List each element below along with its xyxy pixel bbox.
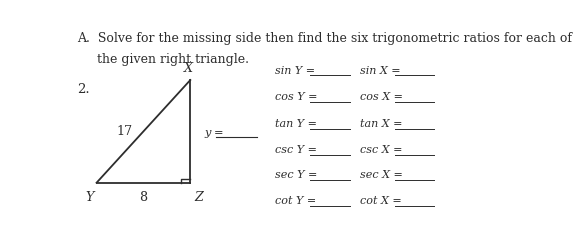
Text: X: X bbox=[184, 62, 192, 75]
Text: Y: Y bbox=[86, 191, 94, 204]
Text: sec Y =: sec Y = bbox=[275, 170, 317, 180]
Text: sin Y =: sin Y = bbox=[275, 65, 315, 76]
Text: cos Y =: cos Y = bbox=[275, 92, 317, 102]
Text: cot X =: cot X = bbox=[360, 196, 401, 206]
Text: csc Y =: csc Y = bbox=[275, 145, 317, 155]
Text: 8: 8 bbox=[139, 190, 147, 204]
Text: cot Y =: cot Y = bbox=[275, 196, 316, 206]
Text: 17: 17 bbox=[116, 125, 132, 138]
Text: cos X =: cos X = bbox=[360, 92, 403, 102]
Text: A.  Solve for the missing side then find the six trigonometric ratios for each o: A. Solve for the missing side then find … bbox=[77, 33, 576, 45]
Text: 2.: 2. bbox=[77, 83, 90, 96]
Text: csc X =: csc X = bbox=[360, 145, 403, 155]
Text: sec X =: sec X = bbox=[360, 170, 403, 180]
Text: tan Y =: tan Y = bbox=[275, 119, 317, 129]
Text: sin X =: sin X = bbox=[360, 65, 400, 76]
Text: tan X =: tan X = bbox=[360, 119, 403, 129]
Text: the given right triangle.: the given right triangle. bbox=[77, 53, 249, 66]
Text: y =: y = bbox=[204, 128, 223, 138]
Text: Z: Z bbox=[194, 191, 203, 204]
